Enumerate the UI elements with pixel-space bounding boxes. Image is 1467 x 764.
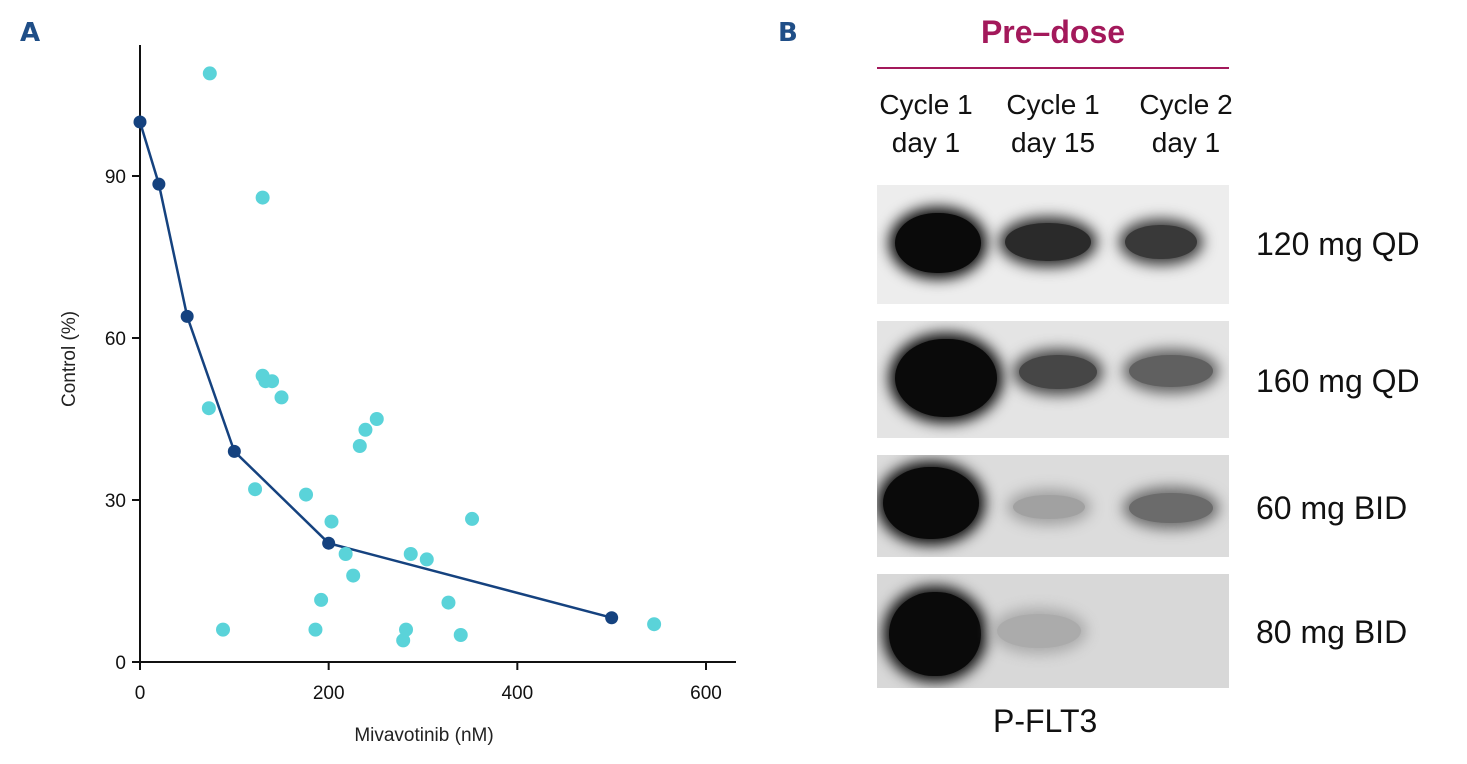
- x-tick-label: 200: [313, 683, 345, 704]
- x-tick-label: 400: [501, 683, 533, 704]
- blot-row: [877, 574, 1229, 688]
- scatter-point: [369, 412, 384, 426]
- scatter-point: [308, 622, 323, 637]
- predose-rule: [877, 67, 1229, 69]
- scatter-point: [465, 511, 480, 526]
- scatter-point: [441, 595, 456, 610]
- scatter-point: [338, 547, 353, 561]
- blot-band: [1129, 355, 1213, 387]
- scatter-point: [314, 592, 329, 607]
- blot-band: [1013, 495, 1085, 519]
- blot-band: [1129, 493, 1213, 523]
- blot-band: [1125, 225, 1197, 259]
- scatter-point: [403, 547, 418, 561]
- x-tick-label: 600: [690, 683, 722, 704]
- scatter-point: [255, 190, 270, 205]
- y-tick-label: 90: [105, 167, 126, 188]
- row-label: 160 mg QD: [1256, 363, 1420, 399]
- scatter-point: [396, 633, 411, 648]
- fit-point: [180, 309, 194, 323]
- blot-caption: P-FLT3: [993, 703, 1098, 739]
- column-label: Cycle 1 day 15: [1006, 89, 1100, 158]
- scatter-point: [352, 439, 367, 453]
- blot-band: [1005, 223, 1091, 261]
- blot-band: [883, 467, 979, 539]
- scatter-point: [647, 617, 662, 632]
- row-label: 120 mg QD: [1256, 226, 1420, 262]
- scatter-point: [419, 552, 434, 567]
- scatter-point: [274, 390, 289, 405]
- scatter-point: [324, 514, 339, 529]
- blot-band: [1019, 355, 1097, 389]
- scatter-point: [265, 374, 280, 389]
- blot-band: [895, 213, 981, 273]
- y-axis-title: Control (%): [59, 311, 80, 407]
- scatter-point: [453, 628, 468, 642]
- fit-point: [605, 611, 619, 625]
- scatter-point: [358, 422, 373, 437]
- x-tick-label: 0: [135, 683, 146, 704]
- scatter-point: [299, 487, 314, 502]
- fit-line: [138, 121, 612, 619]
- dose-response-chart: 0 30 60 90 0 200 400 600 Mivavotinib (nM) Cont…: [59, 45, 736, 746]
- y-tick-label: 30: [105, 491, 126, 512]
- scatter-point: [216, 622, 231, 637]
- panel-b-letter: B: [778, 18, 798, 48]
- column-label: Cycle 1 day 1: [879, 89, 973, 158]
- x-axis-title: Mivavotinib (nM): [354, 725, 493, 746]
- predose-header: Pre–dose: [980, 14, 1126, 50]
- blot-row: [877, 455, 1229, 557]
- blot-band: [997, 614, 1081, 648]
- y-tick-label: 60: [105, 329, 126, 350]
- scatter-point: [399, 622, 414, 637]
- blot-band: [895, 339, 997, 417]
- y-tick-label: 0: [115, 653, 126, 674]
- blot-band: [889, 592, 981, 676]
- scatter-point: [248, 482, 263, 497]
- blot-row: [877, 321, 1229, 438]
- column-label: Cycle 2 day 1: [1139, 89, 1233, 158]
- blot-row: [877, 185, 1229, 304]
- fit-point: [322, 536, 336, 550]
- fit-point: [133, 115, 147, 129]
- row-label: 60 mg BID: [1256, 490, 1408, 526]
- scatter-point: [346, 568, 361, 583]
- fit-point: [227, 444, 241, 458]
- scatter-point: [201, 401, 216, 416]
- scatter-point: [202, 66, 217, 81]
- row-label: 80 mg BID: [1256, 614, 1408, 650]
- fit-point: [152, 177, 166, 191]
- panel-a-letter: A: [20, 18, 41, 48]
